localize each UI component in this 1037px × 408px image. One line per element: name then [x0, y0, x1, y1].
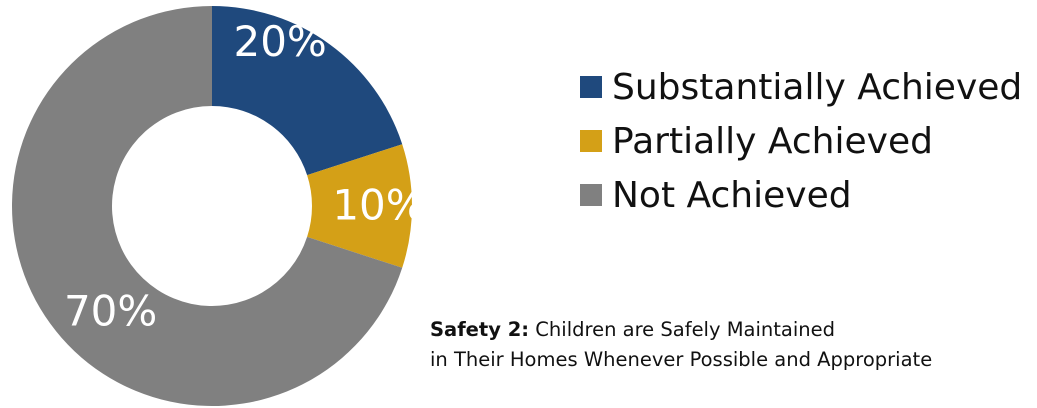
caption-line-1: Safety 2: Children are Safely Maintained — [430, 315, 932, 345]
slice-partially-achieved — [307, 144, 412, 268]
caption-text-1: Children are Safely Maintained — [529, 318, 836, 341]
slice-not-achieved — [11, 6, 403, 406]
legend-swatch — [580, 76, 602, 98]
legend-label: Substantially Achieved — [612, 66, 1023, 108]
caption-line-2: in Their Homes Whenever Possible and App… — [430, 348, 933, 371]
slice-substantially-achieved — [212, 6, 403, 176]
legend-label: Not Achieved — [612, 174, 852, 216]
chart-caption: Safety 2: Children are Safely Maintained… — [430, 315, 932, 375]
legend: Substantially Achieved Partially Achieved… — [580, 60, 1022, 222]
caption-bold: Safety 2: — [430, 318, 530, 341]
legend-label: Partially Achieved — [612, 120, 933, 162]
legend-swatch — [580, 184, 602, 206]
slice-label-substantially-achieved: 20% — [233, 17, 326, 66]
donut-chart: 20% 10% 70% — [11, 6, 425, 406]
slice-label-not-achieved: 70% — [64, 287, 157, 336]
legend-swatch — [580, 130, 602, 152]
legend-item-substantially-achieved: Substantially Achieved — [580, 60, 1022, 114]
legend-item-partially-achieved: Partially Achieved — [580, 114, 1022, 168]
slice-label-partially-achieved: 10% — [332, 181, 425, 230]
legend-item-not-achieved: Not Achieved — [580, 168, 1022, 222]
